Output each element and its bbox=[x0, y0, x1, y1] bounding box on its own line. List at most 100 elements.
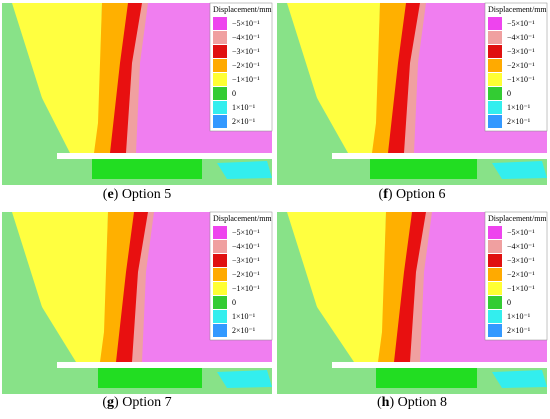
contour-region bbox=[10, 3, 102, 153]
caption-part: ) Option 7 bbox=[114, 395, 172, 410]
legend-label: −3×10⁻¹ bbox=[507, 256, 535, 265]
legend: Displacement/mm −5×10⁻¹ −4×10⁻¹ −3×10⁻¹ −2×1… bbox=[209, 211, 272, 341]
caption-part: ) Option 5 bbox=[114, 187, 172, 202]
contour-region bbox=[217, 161, 272, 179]
legend-swatch bbox=[213, 73, 227, 86]
legend-label: −1×10⁻¹ bbox=[507, 75, 535, 84]
contour-region bbox=[388, 3, 420, 153]
legend-label: −2×10⁻¹ bbox=[232, 270, 260, 279]
panel: Displacement/mm −5×10⁻¹ −4×10⁻¹ −3×10⁻¹ −2×1… bbox=[2, 211, 272, 394]
contour-region bbox=[492, 370, 547, 388]
legend-swatch bbox=[488, 17, 502, 30]
legend-label: −4×10⁻¹ bbox=[232, 242, 260, 251]
legend-label: −5×10⁻¹ bbox=[507, 228, 535, 237]
contour-region bbox=[277, 212, 337, 362]
contour-region bbox=[2, 3, 62, 153]
legend: Displacement/mm −5×10⁻¹ −4×10⁻¹ −3×10⁻¹ −2×1… bbox=[209, 2, 272, 132]
legend-label: −4×10⁻¹ bbox=[232, 33, 260, 42]
legend-swatch bbox=[488, 59, 502, 72]
legend-label: −3×10⁻¹ bbox=[507, 47, 535, 56]
caption-part: ( bbox=[377, 395, 382, 410]
legend-swatch bbox=[488, 310, 502, 323]
contour-region bbox=[10, 212, 108, 362]
legend-label: 0 bbox=[232, 89, 236, 98]
contour-region bbox=[332, 362, 547, 368]
caption-part: ( bbox=[379, 187, 384, 202]
legend-swatch bbox=[213, 87, 227, 100]
legend-title: Displacement/mm bbox=[488, 5, 547, 14]
legend-label: −3×10⁻¹ bbox=[232, 47, 260, 56]
legend-label: −5×10⁻¹ bbox=[232, 228, 260, 237]
legend-label: −4×10⁻¹ bbox=[507, 33, 535, 42]
legend-label: 1×10⁻¹ bbox=[232, 103, 256, 112]
legend: Displacement/mm −5×10⁻¹ −4×10⁻¹ −3×10⁻¹ −2×1… bbox=[484, 2, 547, 132]
caption-part: ( bbox=[102, 395, 107, 410]
legend-swatch bbox=[488, 87, 502, 100]
caption-part: g bbox=[107, 395, 114, 410]
legend-swatch bbox=[213, 254, 227, 267]
contour-region bbox=[376, 368, 477, 388]
caption-part: ) Option 8 bbox=[389, 395, 447, 410]
contour-region bbox=[285, 212, 386, 362]
legend-label: 0 bbox=[232, 298, 236, 307]
caption: (f) Option 6 bbox=[379, 187, 446, 202]
contour-region bbox=[277, 3, 337, 153]
legend-swatch bbox=[213, 324, 227, 337]
contour-region bbox=[116, 212, 148, 362]
legend-label: −2×10⁻¹ bbox=[507, 270, 535, 279]
contour-region bbox=[370, 159, 477, 179]
legend-swatch bbox=[488, 101, 502, 114]
contour-region bbox=[57, 362, 272, 368]
legend-swatch bbox=[488, 31, 502, 44]
legend-label: −5×10⁻¹ bbox=[232, 19, 260, 28]
contour-region bbox=[492, 161, 547, 179]
legend-label: 2×10⁻¹ bbox=[232, 117, 256, 126]
legend: Displacement/mm −5×10⁻¹ −4×10⁻¹ −3×10⁻¹ −2×1… bbox=[484, 211, 547, 341]
legend-swatch bbox=[213, 296, 227, 309]
legend-label: −2×10⁻¹ bbox=[232, 61, 260, 70]
contour-region bbox=[92, 159, 202, 179]
legend-swatch bbox=[213, 45, 227, 58]
legend-swatch bbox=[488, 73, 502, 86]
legend-swatch bbox=[213, 310, 227, 323]
legend-label: 1×10⁻¹ bbox=[507, 103, 531, 112]
legend-label: −2×10⁻¹ bbox=[507, 61, 535, 70]
legend-swatch bbox=[488, 240, 502, 253]
caption-part: ) Option 6 bbox=[388, 187, 446, 202]
caption-part: h bbox=[382, 395, 390, 410]
legend-swatch bbox=[488, 115, 502, 128]
legend-swatch bbox=[213, 17, 227, 30]
legend-swatch bbox=[213, 268, 227, 281]
legend-label: −3×10⁻¹ bbox=[232, 256, 260, 265]
legend-swatch bbox=[213, 282, 227, 295]
contour-region bbox=[285, 3, 380, 153]
caption: (h) Option 8 bbox=[377, 395, 447, 410]
legend-label: −1×10⁻¹ bbox=[232, 284, 260, 293]
legend-swatch bbox=[488, 226, 502, 239]
legend-label: 0 bbox=[507, 298, 511, 307]
legend-swatch bbox=[488, 268, 502, 281]
legend-swatch bbox=[213, 226, 227, 239]
panel: Displacement/mm −5×10⁻¹ −4×10⁻¹ −3×10⁻¹ −2×1… bbox=[277, 2, 547, 185]
caption-part: f bbox=[383, 187, 388, 202]
contour-region bbox=[2, 212, 62, 362]
legend-label: 0 bbox=[507, 89, 511, 98]
legend-swatch bbox=[488, 254, 502, 267]
contour-region bbox=[332, 153, 547, 159]
legend-label: 2×10⁻¹ bbox=[507, 117, 531, 126]
legend-title: Displacement/mm bbox=[213, 214, 272, 223]
contour-region bbox=[110, 3, 142, 153]
legend-label: −4×10⁻¹ bbox=[507, 242, 535, 251]
legend-label: −5×10⁻¹ bbox=[507, 19, 535, 28]
legend-swatch bbox=[488, 45, 502, 58]
legend-swatch bbox=[213, 115, 227, 128]
legend-label: −1×10⁻¹ bbox=[232, 75, 260, 84]
legend-title: Displacement/mm bbox=[213, 5, 272, 14]
caption-part: ( bbox=[103, 187, 108, 202]
legend-label: 1×10⁻¹ bbox=[507, 312, 531, 321]
panel: Displacement/mm −5×10⁻¹ −4×10⁻¹ −3×10⁻¹ −2×1… bbox=[277, 211, 547, 394]
legend-swatch bbox=[213, 59, 227, 72]
legend-title: Displacement/mm bbox=[488, 214, 547, 223]
legend-label: 1×10⁻¹ bbox=[232, 312, 256, 321]
